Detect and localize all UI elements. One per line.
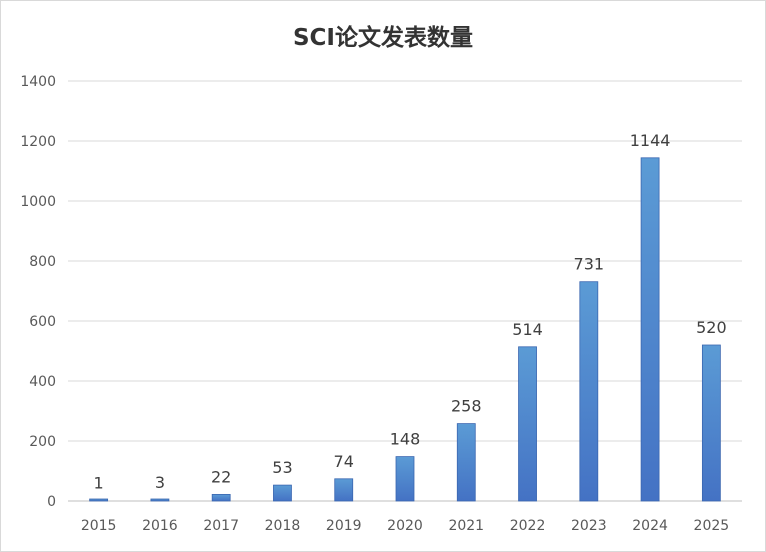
x-tick-label: 2017 (203, 518, 239, 534)
y-tick-label: 1000 (20, 194, 56, 210)
bar-2020 (395, 456, 415, 502)
bar-2021 (456, 423, 476, 502)
data-label-2021: 258 (451, 397, 482, 416)
data-label-2019: 74 (334, 452, 354, 471)
y-tick-label: 600 (29, 314, 56, 330)
x-tick-label: 2016 (142, 518, 178, 534)
bar-2016 (150, 498, 170, 502)
x-tick-label: 2020 (387, 518, 423, 534)
data-label-2020: 148 (390, 430, 421, 449)
bar-2025 (701, 344, 721, 502)
x-tick-label: 2019 (326, 518, 362, 534)
data-label-2017: 22 (211, 467, 231, 486)
data-label-2025: 520 (696, 318, 727, 337)
x-tick-label: 2015 (81, 518, 117, 534)
x-tick-label: 2025 (694, 518, 730, 534)
bar-2015 (89, 498, 109, 502)
bar-2023 (579, 281, 599, 502)
bar-2019 (334, 478, 354, 502)
y-tick-label: 1200 (20, 134, 56, 150)
bar-2018 (273, 484, 292, 502)
x-tick-label: 2018 (265, 518, 301, 534)
data-label-2024: 1144 (630, 131, 671, 150)
chart-title: SCI论文发表数量 (293, 24, 473, 51)
bar-2017 (211, 493, 231, 502)
data-label-2023: 731 (574, 255, 605, 274)
x-tick-label: 2024 (632, 518, 668, 534)
data-label-2022: 514 (512, 320, 543, 339)
y-tick-label: 200 (29, 434, 56, 450)
y-tick-label: 1400 (20, 74, 56, 90)
x-tick-label: 2022 (510, 518, 546, 534)
x-tick-label: 2023 (571, 518, 607, 534)
data-label-2015: 1 (94, 474, 104, 493)
y-tick-label: 800 (29, 254, 56, 270)
y-tick-label: 400 (29, 374, 56, 390)
bar-2024 (640, 157, 660, 502)
data-label-2016: 3 (155, 473, 165, 492)
data-label-2018: 53 (272, 458, 292, 477)
bar-2022 (518, 346, 537, 502)
y-tick-label: 0 (47, 494, 56, 510)
x-tick-label: 2021 (448, 518, 484, 534)
